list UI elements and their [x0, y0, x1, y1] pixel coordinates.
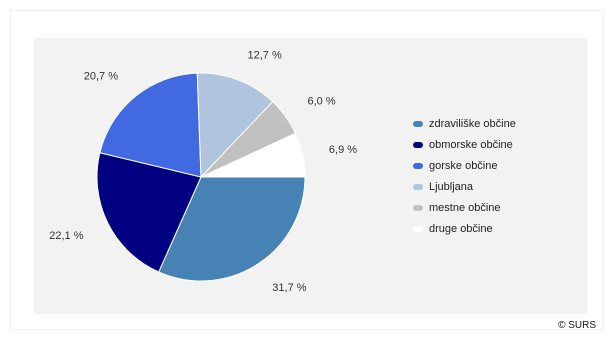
legend-swatch — [413, 225, 423, 232]
slice-value-label: 6,0 % — [308, 96, 336, 108]
slice-value-label: 20,7 % — [84, 71, 118, 83]
legend-item[interactable]: druge občine — [413, 218, 516, 239]
pie-slice-6 — [200, 132, 306, 178]
legend-label: mestne občine — [429, 201, 501, 214]
legend-swatch — [413, 120, 423, 127]
legend-swatch — [413, 183, 423, 190]
legend-swatch — [413, 141, 423, 148]
legend-swatch — [413, 204, 423, 211]
slice-value-label: 12,7 % — [248, 50, 282, 62]
legend-label: gorske občine — [429, 159, 498, 172]
legend-item[interactable]: gorske občine — [413, 155, 516, 176]
slice-value-label: 6,9 % — [329, 144, 357, 156]
legend-item[interactable]: obmorske občine — [413, 134, 516, 155]
legend-item[interactable]: mestne občine — [413, 197, 516, 218]
pie-slice-4 — [196, 72, 274, 179]
pie-slice-2 — [96, 152, 202, 273]
legend-label: obmorske občine — [429, 138, 513, 151]
legend-swatch — [413, 162, 423, 169]
source-credit: © SURS — [558, 320, 596, 331]
slice-value-label: 22,1 % — [49, 230, 83, 242]
legend-label: zdraviliške občine — [429, 117, 516, 130]
pie-slice-1 — [158, 176, 306, 282]
slice-value-label: 31,7 % — [272, 282, 306, 294]
legend-label: druge občine — [429, 222, 493, 235]
pie-slice-3 — [99, 72, 202, 178]
legend-item[interactable]: zdraviliške občine — [413, 113, 516, 134]
legend: zdraviliške občine obmorske občine gorske … — [413, 113, 516, 239]
legend-label: Ljubljana — [429, 180, 474, 193]
legend-item[interactable]: Ljubljana — [413, 176, 516, 197]
